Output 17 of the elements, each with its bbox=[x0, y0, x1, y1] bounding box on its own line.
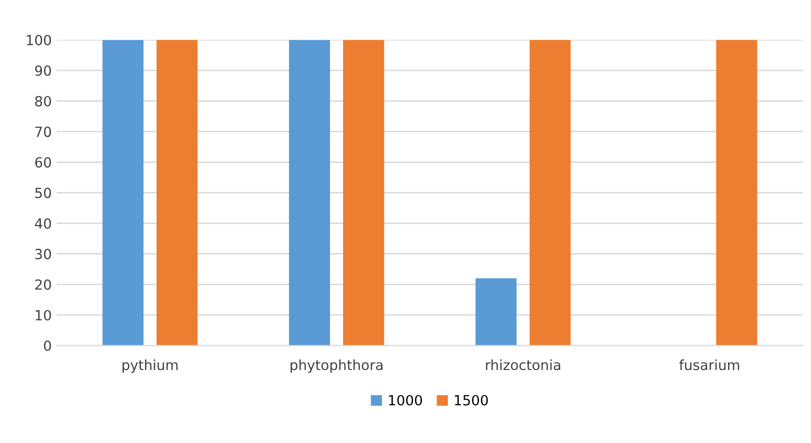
y-tick-label: 90 bbox=[35, 65, 51, 76]
y-tick-label: 30 bbox=[35, 248, 51, 260]
y-tick-label: 20 bbox=[35, 279, 51, 290]
y-tick-label: 50 bbox=[35, 188, 51, 198]
y-tick-label: 80 bbox=[35, 96, 51, 106]
x-tick-label: rhizoctonia bbox=[486, 359, 560, 370]
y-tick-label: 60 bbox=[35, 157, 51, 168]
legend-label: 1500 bbox=[454, 394, 488, 406]
y-tick-label: 70 bbox=[35, 126, 51, 138]
x-tick-label: pythium bbox=[122, 359, 178, 373]
x-tick-label: phytophthora bbox=[290, 359, 382, 373]
legend-label: 1000 bbox=[389, 394, 422, 406]
x-tick-label: fusarium bbox=[679, 359, 740, 370]
y-tick-label: 10 bbox=[36, 310, 51, 320]
y-tick-label: 0 bbox=[44, 340, 51, 352]
y-tick-label: 100 bbox=[26, 34, 51, 46]
y-tick-label: 40 bbox=[34, 218, 51, 229]
